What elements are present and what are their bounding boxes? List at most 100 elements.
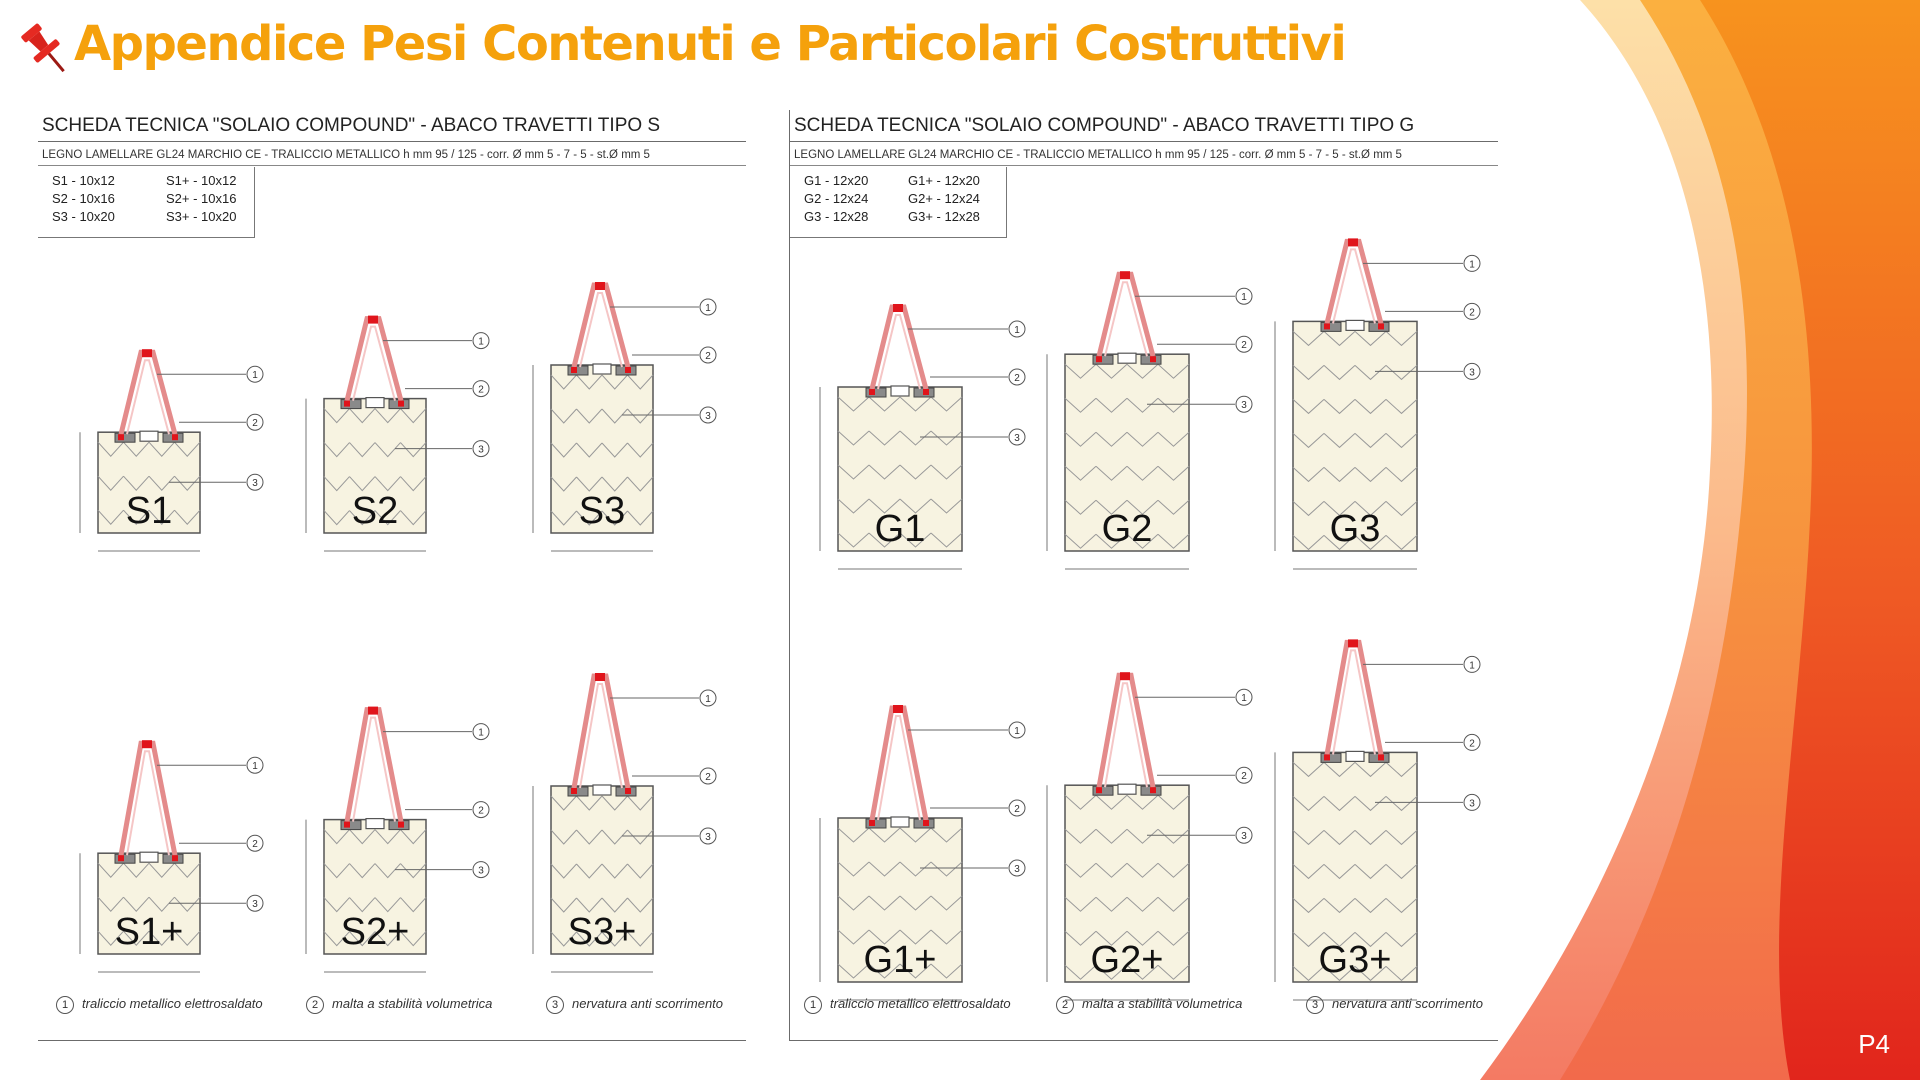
callout-number: 3 [1014,433,1020,444]
grain-line [576,408,603,424]
truss-foot [923,820,929,826]
grain-line [1157,465,1190,481]
beam-section-s2-plus: 1 2 3 S2+ [305,706,490,973]
mortar-block [1092,785,1114,796]
grain-line [1385,331,1418,347]
notch [890,816,910,828]
truss-foot [869,820,875,826]
grain-line [1354,762,1387,778]
grain-line [930,929,963,945]
grain-line [374,510,401,526]
grain-line [400,442,427,458]
grain-line [576,442,603,458]
grain-line [1095,896,1128,912]
grain-line [627,931,654,947]
grain-line [1323,762,1356,778]
grain-line [97,509,124,525]
grain-line [1354,966,1387,982]
truss-inner [126,359,170,435]
key-item: G3+ - 12x28 [908,209,980,224]
grain-line [1157,533,1190,549]
grain-line [1323,898,1356,914]
beam-label: S3+ [568,911,637,953]
callout-number: 3 [1014,864,1020,875]
grain-line [1064,862,1097,878]
dimension-key: S1 - 10x12 S1+ - 10x12 S2 - 10x16 S2+ - … [38,167,255,238]
grain-line [627,476,654,492]
grain-line [930,532,963,548]
grain-line [1157,794,1190,810]
callout-marker [1235,287,1253,305]
grain-line [1095,363,1128,379]
grain-line [323,829,350,845]
grain-line [1323,331,1356,347]
grain-line [576,795,603,811]
grain-line [1157,896,1190,912]
callout-number: 1 [1469,259,1475,270]
mortar-block [567,786,589,797]
mortar-block [114,853,136,864]
beam-section-g1: 1 2 3 G1 [819,304,1026,570]
callout-marker [1235,826,1253,844]
grain-line [123,441,150,457]
grain-line [899,827,932,843]
callout-marker [1008,368,1026,386]
grain-line [123,896,150,912]
callout-number: 1 [478,337,484,348]
grain-line [1385,898,1418,914]
mortar-block [567,365,589,376]
truss-inner [352,325,396,401]
grain-line [349,510,376,526]
grain-line [374,897,401,913]
grain-line [97,441,124,457]
truss-top-bar [595,282,605,290]
truss-foot [923,389,929,395]
key-item: S1 - 10x12 [52,173,115,188]
grain-line [400,897,427,913]
truss-foot [1378,754,1384,761]
grain-line [1095,533,1128,549]
sheet-subheader: LEGNO LAMELLARE GL24 MARCHIO CE - TRALIC… [790,144,1498,166]
grain-line [148,441,175,457]
callout-number: 1 [1241,292,1247,303]
key-item: G1 - 12x20 [804,173,869,188]
truss-foot [571,367,577,373]
grain-line [837,532,870,548]
timber-body [1292,320,1418,552]
callout-marker [472,861,490,879]
callout-number: 2 [1014,373,1020,384]
grain-line [899,895,932,911]
grain-line [899,430,932,446]
callout-number: 1 [1469,660,1475,671]
grain-line [868,464,901,480]
callout-number: 3 [705,832,711,843]
truss-foot [172,855,178,862]
sheet-header: SCHEDA TECNICA "SOLAIO COMPOUND" - ABACO… [38,110,746,142]
beam-label: S2 [352,490,398,532]
grain-line [550,476,577,492]
callout-number: 1 [1014,726,1020,737]
callout-marker [246,473,264,491]
grain-line [400,476,427,492]
grain-line [1292,932,1325,948]
grain-line [174,862,201,878]
timber-body [550,785,654,955]
grain-line [1064,533,1097,549]
grain-line [868,532,901,548]
callout-marker [1008,428,1026,446]
legend-item: 1 traliccio metallico elettrosaldato [804,996,1011,1014]
truss-foot [1324,323,1330,330]
grain-line [400,931,427,947]
grain-line [349,476,376,492]
callout-marker [699,406,717,424]
grain-line [1157,964,1190,980]
grain-line [837,929,870,945]
beam-section-s1: 1 2 3 S1 [79,349,264,552]
grain-line [627,863,654,879]
mortar-block [1320,321,1342,332]
grain-line [837,861,870,877]
grain-line [550,829,577,845]
grain-line [1292,501,1325,517]
grain-line [868,861,901,877]
grain-line [123,930,150,946]
